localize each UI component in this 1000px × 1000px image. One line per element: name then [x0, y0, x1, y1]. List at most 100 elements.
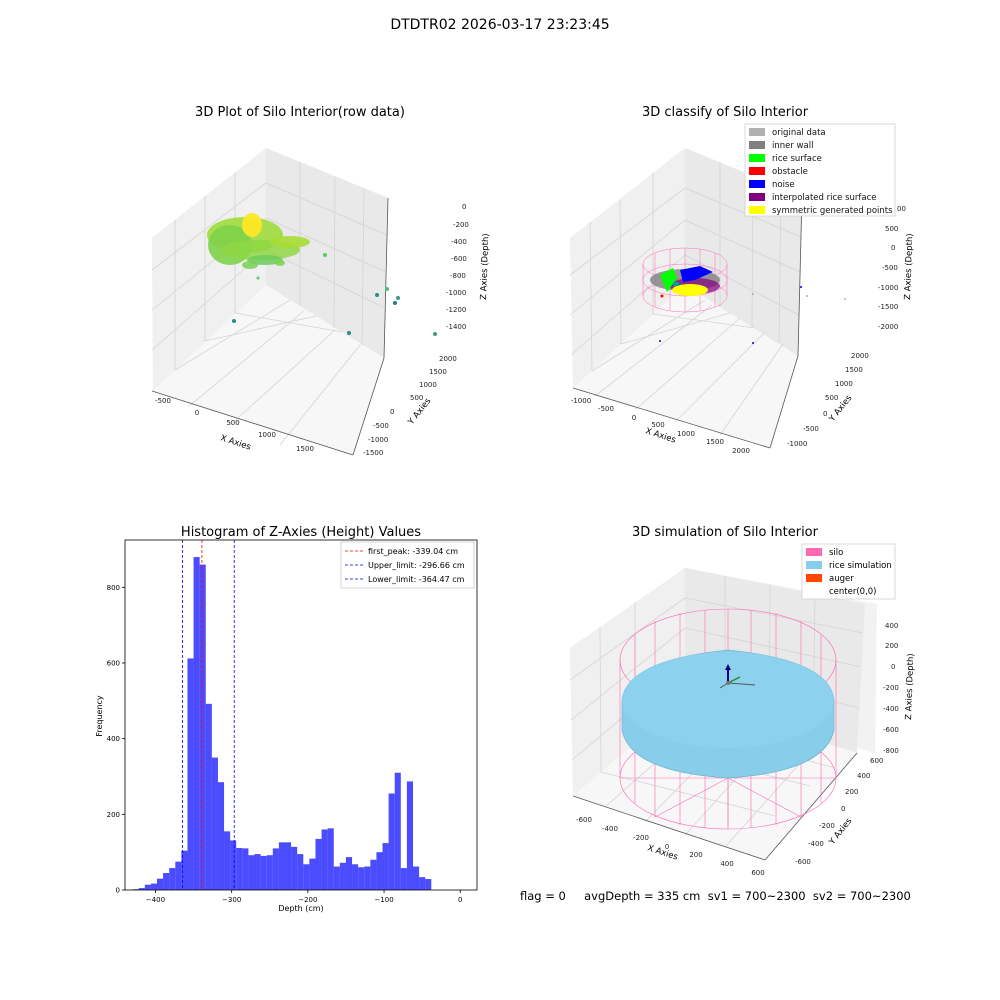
- y-tick-label: 0: [116, 887, 120, 895]
- legend-label: symmetric generated points: [772, 206, 893, 216]
- histogram-bar: [199, 564, 206, 890]
- histogram-bar: [291, 846, 298, 890]
- histogram-bar: [272, 848, 279, 890]
- histogram-bar: [248, 855, 255, 890]
- legend-swatch-inner-wall: [749, 141, 765, 149]
- plot4-zlabel: Z Axies (Depth): [904, 653, 916, 720]
- plot4-ytick: 0: [841, 805, 845, 813]
- legend-label: Upper_limit: -296.66 cm: [368, 561, 465, 570]
- histogram-bar: [303, 864, 310, 890]
- histogram-bar: [193, 557, 200, 890]
- histogram-bar: [217, 782, 225, 890]
- plot1-ytick: -500: [373, 422, 389, 430]
- plot1-grid: [151, 162, 388, 446]
- plot2-ytick: 1000: [835, 380, 853, 388]
- legend-label: noise: [772, 180, 795, 190]
- plot2-ztick: -500: [882, 264, 898, 272]
- plot4-ytick: -400: [808, 840, 824, 848]
- plot1-outliers: [232, 253, 437, 336]
- plot4-ytick: 200: [845, 788, 858, 796]
- plot2-ztick: 0: [891, 244, 895, 252]
- histogram-bar: [169, 868, 176, 890]
- plot4-ztick: -200: [883, 684, 899, 692]
- plot2-title: 3D classify of Silo Interior: [642, 105, 809, 120]
- plot2-xtick: 1000: [677, 430, 695, 438]
- plot2-legend-entries: original data inner wall rice surface ob…: [749, 128, 893, 216]
- plot4-xtick: -400: [602, 825, 618, 833]
- plot1-ztick: -400: [451, 238, 467, 246]
- histogram-bar: [187, 658, 194, 890]
- x-tick-label: −300: [222, 896, 241, 904]
- y-tick-label: 400: [107, 735, 120, 743]
- plot3-histogram: Histogram of Z-Axies (Height) Values −40…: [95, 525, 478, 913]
- plot4-xtick: 400: [720, 860, 733, 868]
- legend-swatch-auger: [806, 574, 822, 582]
- legend-label: first_peak: -339.04 cm: [368, 547, 458, 556]
- plot3-title: Histogram of Z-Axies (Height) Values: [181, 525, 421, 540]
- legend-swatch-noise: [749, 180, 765, 188]
- plot3-xlabel: Depth (cm): [278, 904, 323, 913]
- y-tick-label: 200: [107, 811, 120, 819]
- histogram-bar: [358, 867, 365, 890]
- plot4-ztick: 0: [891, 663, 895, 671]
- plot2-ytick: -500: [803, 425, 819, 433]
- plot3-axes: −400 −300 −200 −100 0 0 200 400 600 800: [107, 539, 478, 904]
- histogram-bar: [230, 840, 237, 890]
- plot4-xtick: 600: [751, 869, 764, 877]
- plot4-left-pane: [570, 568, 685, 796]
- legend-swatch-silo: [806, 548, 822, 556]
- histogram-bar: [400, 868, 407, 890]
- plot4-xtick: 0: [665, 843, 669, 851]
- histogram-bar: [339, 862, 346, 890]
- plot4-ylabel: Y Axies: [827, 816, 855, 848]
- plot1-zlabel: Z Axies (Depth): [479, 233, 491, 300]
- legend-label: rice simulation: [829, 561, 892, 571]
- legend-swatch-symmetric: [749, 206, 765, 214]
- plot4-ytick: -200: [819, 822, 835, 830]
- legend-label: silo: [829, 548, 843, 558]
- plot4-auger: [719, 664, 756, 689]
- plot2-xtick: -500: [598, 405, 614, 413]
- y-tick-label: 600: [107, 659, 120, 667]
- legend-label: auger: [829, 574, 854, 584]
- plot4-ztick: -400: [883, 705, 899, 713]
- histogram-bar: [321, 829, 328, 890]
- histogram-bar: [382, 843, 389, 890]
- x-tick-label: 0: [458, 896, 462, 904]
- plot1-point-cloud: [207, 213, 310, 269]
- plot2-ytick: -1000: [787, 440, 807, 448]
- plot2-ztick: 00: [897, 205, 906, 213]
- histogram-bar: [211, 757, 218, 890]
- histogram-bar: [425, 879, 432, 890]
- plot1-title: 3D Plot of Silo Interior(row data): [195, 105, 405, 120]
- plot1-ytick: -1000: [368, 436, 388, 444]
- plot2-3d-classify: 3D classify of Silo Interior: [569, 105, 915, 455]
- histogram-bar: [150, 883, 157, 890]
- histogram-bar: [285, 842, 292, 890]
- histogram-bar: [309, 858, 316, 890]
- plot2-ztick: -2000: [878, 323, 898, 331]
- plot1-xtick: 1000: [258, 431, 276, 439]
- plot1-ztick: -1000: [446, 289, 466, 297]
- plot1-tick-labels: -500 0 500 1000 1500 -1500 -1000 -500 0 …: [155, 203, 469, 457]
- plot4-legend: silo rice simulation auger center(0,0): [801, 543, 896, 600]
- plot1-ztick: 0: [462, 203, 466, 211]
- plot1-right-pane: [266, 148, 388, 358]
- legend-swatch-obstacle: [749, 167, 765, 175]
- histogram-bar: [376, 852, 383, 890]
- legend-label: center(0,0): [829, 587, 877, 597]
- plot1-ytick: 2000: [439, 355, 457, 363]
- plot4-title: 3D simulation of Silo Interior: [632, 525, 819, 540]
- plot4-xlabel: X Axies: [646, 843, 679, 862]
- histogram-bar: [260, 855, 267, 890]
- x-tick-label: −100: [374, 896, 393, 904]
- histogram-bar: [327, 828, 334, 890]
- histogram-bar: [224, 831, 231, 890]
- legend-label: obstacle: [772, 167, 808, 177]
- histogram-bar: [364, 866, 371, 890]
- plot2-ytick: 2000: [851, 352, 869, 360]
- histogram-bar: [352, 864, 359, 890]
- plot2-ztick: -1500: [878, 303, 898, 311]
- plot2-xtick: 2000: [732, 447, 750, 455]
- histogram-bar: [413, 866, 420, 890]
